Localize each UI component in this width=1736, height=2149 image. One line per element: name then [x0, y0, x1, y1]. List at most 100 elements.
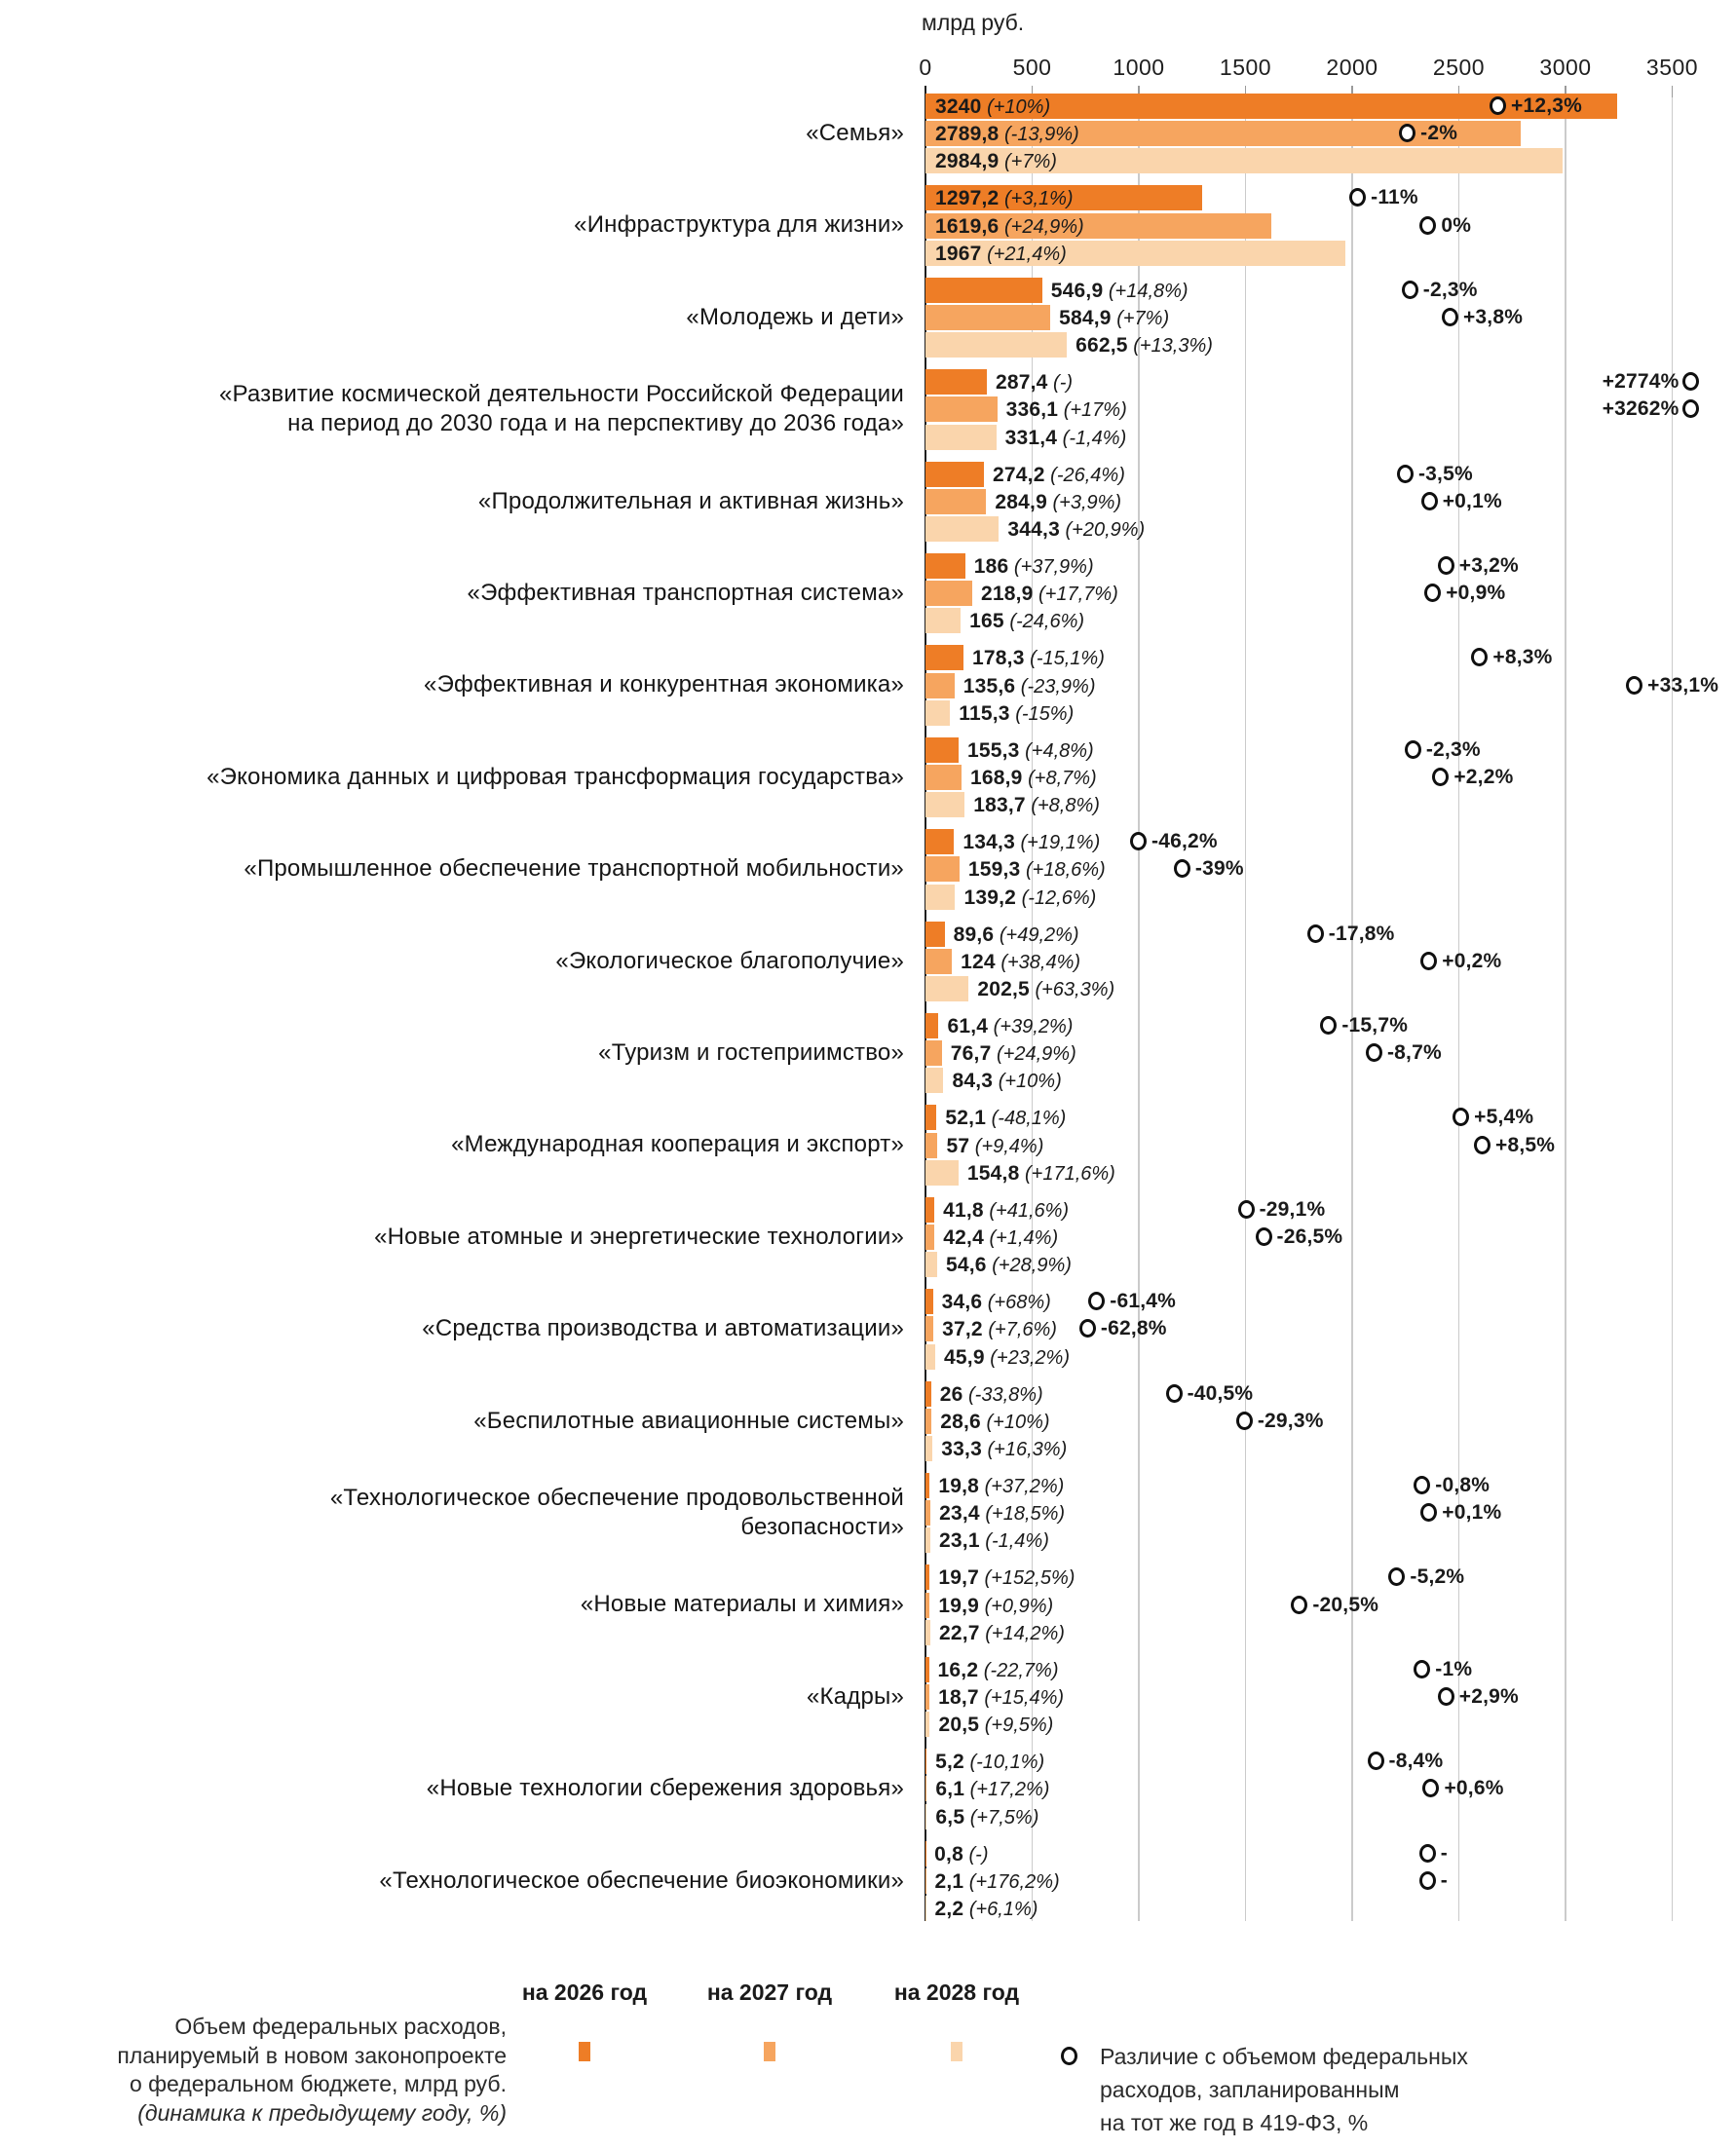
bar-value: 22,7 — [938, 1621, 980, 1644]
diff-marker-value: +0,1% — [1442, 489, 1502, 512]
bar-value: 19,9 — [938, 1594, 980, 1617]
category-label: «Инфраструктура для жизни» — [574, 211, 904, 239]
bar-value: 546,9 — [1050, 279, 1104, 302]
bar-2026 — [925, 1105, 937, 1131]
bar-2028 — [925, 1159, 959, 1186]
bar-value-label: 165 (-24,6%) — [969, 608, 1084, 633]
bar-delta-value: (-22,7%) — [978, 1659, 1059, 1681]
bar-value-label: 19,7 (+152,5%) — [938, 1565, 1075, 1590]
diff-marker-value: +8,5% — [1495, 1133, 1556, 1156]
diff-marker-value: -29,1% — [1259, 1197, 1326, 1221]
bar-value-label: 186 (+37,9%) — [974, 553, 1094, 579]
diff-marker-value: +12,3% — [1511, 94, 1583, 117]
bar-value: 168,9 — [969, 767, 1023, 789]
bar-delta-value: (-1,4%) — [1057, 427, 1127, 449]
bar-delta-value: (+23,2%) — [984, 1346, 1070, 1369]
gridline — [1671, 86, 1674, 1921]
bar-value: 202,5 — [977, 978, 1030, 1000]
bar-2027 — [925, 581, 972, 607]
bar-delta-value: (+152,5%) — [979, 1567, 1076, 1590]
bar-delta-value: (+24,9%) — [999, 215, 1084, 238]
bar-delta-value: (+41,6%) — [983, 1199, 1070, 1222]
diff-marker-value: -11% — [1371, 186, 1418, 209]
diff-marker-circle-icon — [1441, 308, 1458, 326]
bar-value-label: 42,4 (+1,4%) — [943, 1225, 1058, 1250]
bar-delta-value: (+17,2%) — [964, 1779, 1050, 1801]
bar-value-label: 662,5 (+13,3%) — [1076, 332, 1213, 358]
bar-delta-value: (+37,9%) — [1008, 556, 1094, 578]
diff-marker-circle-icon — [1681, 399, 1699, 419]
bar-delta-value: (+68%) — [982, 1292, 1051, 1314]
category-label: «Семья» — [806, 120, 904, 146]
bar-value-label: 2789,8 (-13,9%) — [935, 121, 1079, 146]
bar-2028 — [925, 608, 962, 634]
diff-marker-circle-icon — [1291, 1595, 1308, 1614]
bar-value: 76,7 — [950, 1042, 992, 1066]
axis-unit-label: млрд руб. — [922, 10, 1025, 35]
diff-marker-value: -8,4% — [1388, 1750, 1444, 1773]
bar-value: 37,2 — [942, 1318, 983, 1341]
bar-value-label: 2,1 (+176,2%) — [934, 1868, 1059, 1894]
category-label: «Технологическое обеспечение продовольст… — [329, 1485, 904, 1540]
bar-value-label: 19,9 (+0,9%) — [938, 1593, 1053, 1618]
bar-value: 159,3 — [967, 858, 1021, 882]
bar-value-label: 168,9 (+8,7%) — [970, 765, 1097, 790]
bar-2028 — [925, 1068, 944, 1094]
bar-value-label: 26 (-33,8%) — [940, 1381, 1043, 1407]
axis-tick — [1031, 86, 1034, 97]
diff-marker-value: -8,7% — [1386, 1041, 1442, 1065]
diff-marker-circle-icon — [1437, 556, 1454, 575]
bar-value-label: 33,3 (+16,3%) — [941, 1436, 1067, 1461]
bar-value-label: 155,3 (+4,8%) — [967, 737, 1094, 763]
bar-value: 34,6 — [941, 1291, 983, 1314]
legend-column-2028: на 2028 год — [893, 1979, 1020, 2005]
bar-value: 42,4 — [943, 1226, 984, 1249]
bar-2028 — [925, 1343, 936, 1370]
bar-2026 — [925, 185, 1203, 211]
gridline — [1138, 86, 1140, 1921]
diff-marker-value: +2,9% — [1458, 1685, 1519, 1708]
bar-value-label: 584,9 (+7%) — [1059, 305, 1169, 330]
bar-value-label: 6,1 (+17,2%) — [935, 1776, 1049, 1801]
bar-delta-value: (+7,6%) — [982, 1319, 1057, 1341]
bar-value-label: 134,3 (+19,1%) — [962, 829, 1100, 854]
bar-delta-value: (+49,2%) — [994, 924, 1079, 946]
bar-value: 2,1 — [934, 1869, 964, 1893]
bar-delta-value: (+4,8%) — [1019, 739, 1094, 762]
bar-value: 1619,6 — [935, 214, 1000, 238]
bar-value-label: 41,8 (+41,6%) — [943, 1197, 1069, 1223]
bar-2028 — [925, 332, 1068, 358]
bar-delta-value: (+24,9%) — [991, 1043, 1076, 1066]
bar-delta-value: (-13,9%) — [999, 124, 1079, 146]
diff-marker-value: +0,6% — [1444, 1777, 1504, 1800]
bar-delta-value: (+14,8%) — [1103, 280, 1189, 302]
bar-delta-value: (+10%) — [981, 96, 1051, 118]
axis-tick-label: 0 — [919, 55, 932, 80]
diff-marker-value: -3,5% — [1417, 462, 1473, 485]
diff-marker-circle-icon — [1404, 739, 1421, 759]
diff-marker-circle-icon — [1237, 1199, 1255, 1219]
category-label: «Туризм и гостеприимство» — [598, 1039, 904, 1066]
bar-delta-value: (+19,1%) — [1014, 832, 1101, 854]
bar-value-label: 84,3 (+10%) — [952, 1068, 1061, 1093]
legend-bars-description: Объем федеральных расходов, планируемый … — [0, 2013, 507, 2128]
diff-marker-circle-icon — [1414, 1476, 1431, 1494]
diff-marker-value: +0,1% — [1442, 1501, 1502, 1525]
gridline — [1244, 86, 1247, 1921]
bar-2027 — [925, 1867, 926, 1894]
bar-2028 — [925, 1436, 933, 1461]
bar-value-label: 331,4 (-1,4%) — [1005, 425, 1127, 450]
bar-value-label: 20,5 (+9,5%) — [938, 1712, 1053, 1737]
bar-delta-value: (+8,7%) — [1022, 768, 1097, 789]
axis-tick-label: 1500 — [1219, 55, 1272, 80]
bar-value: 155,3 — [967, 738, 1020, 762]
bar-value: 662,5 — [1076, 334, 1128, 358]
bar-value: 16,2 — [937, 1658, 979, 1681]
bar-value: 6,5 — [935, 1805, 965, 1829]
bar-2027 — [925, 948, 953, 974]
diff-marker-value: -61,4% — [1110, 1290, 1177, 1313]
diff-marker-value: -2% — [1420, 122, 1458, 145]
legend-bars-description-line: планируемый в новом законопроекте — [117, 2042, 507, 2068]
bar-value-label: 115,3 (-15%) — [959, 700, 1074, 726]
bar-delta-value: (+15,4%) — [978, 1687, 1065, 1709]
